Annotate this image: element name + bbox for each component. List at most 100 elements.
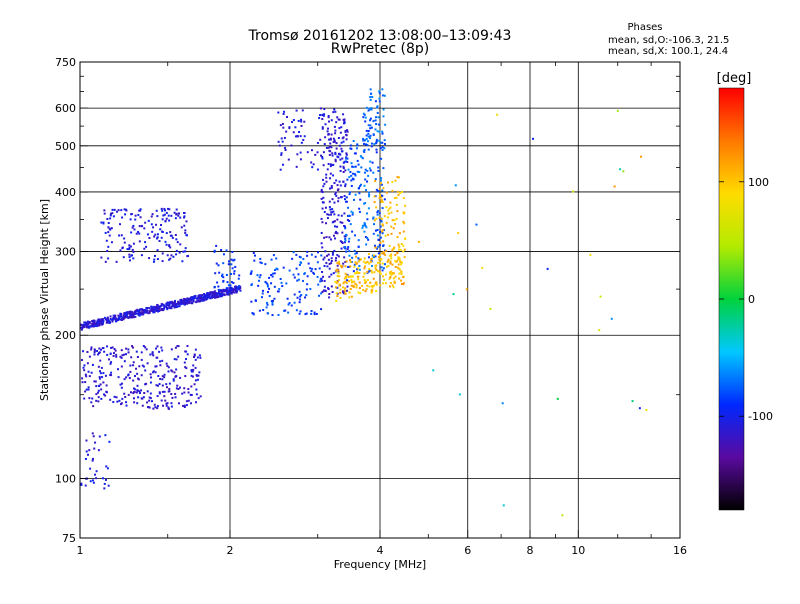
data-point [117,319,120,322]
data-point [349,275,352,278]
data-point [122,318,125,321]
data-point [389,281,392,284]
data-point [356,270,359,273]
data-point [138,365,141,368]
data-point [396,251,399,254]
data-point [163,307,166,310]
y-tick-label: 750 [55,56,76,69]
data-point [389,276,392,279]
data-point [180,302,183,305]
data-point [93,325,96,328]
data-point [298,263,301,266]
data-point [357,163,360,166]
data-point [345,196,348,199]
data-point [284,146,287,149]
data-point [374,267,377,270]
data-point [589,253,592,256]
data-point [368,137,371,140]
data-point [389,254,392,257]
data-point [382,229,385,232]
data-point [91,319,94,322]
data-point [339,297,342,300]
data-point [333,220,336,223]
data-point [323,113,326,116]
data-point [390,257,393,260]
data-point [321,270,324,273]
data-point [148,396,151,399]
data-point [375,206,378,209]
data-point [127,348,130,351]
data-point [384,123,387,126]
data-points [80,88,648,517]
data-point [213,296,216,299]
data-point [130,312,133,315]
data-point [339,169,342,172]
data-point [392,277,395,280]
data-point [198,354,201,357]
data-point [373,201,376,204]
data-point [346,161,349,164]
data-point [99,319,102,322]
data-point [109,217,112,220]
data-point [546,267,549,270]
chart-subtitle: RwPretec (8p) [331,41,429,57]
data-point [366,180,369,183]
data-point [112,314,115,317]
data-point [320,188,323,191]
data-point [112,215,115,218]
data-point [391,248,394,251]
data-point [367,270,370,273]
data-point [197,397,200,400]
data-point [192,364,195,367]
data-point [371,254,374,257]
data-point [362,275,365,278]
y-tick-label: 500 [55,140,76,153]
data-point [174,392,177,395]
data-point [80,323,83,326]
data-point [270,300,273,303]
data-point [179,243,182,246]
data-point [365,129,368,132]
data-point [90,348,93,351]
data-point [98,324,101,327]
data-point [89,480,92,483]
data-point [136,389,139,392]
data-point [481,266,484,269]
data-point [389,262,392,265]
data-point [367,174,370,177]
data-point [358,210,361,213]
data-point [380,200,383,203]
data-point [165,217,168,220]
data-point [353,249,356,252]
data-point [359,258,362,261]
data-point [292,119,295,122]
data-point [381,224,384,227]
data-point [322,185,325,188]
data-point [105,390,108,393]
data-point [302,258,305,261]
data-point [93,447,96,450]
data-point [353,285,356,288]
data-point [338,279,341,282]
data-point [109,315,112,318]
data-point [363,148,366,151]
data-point [344,272,347,275]
data-point [347,206,350,209]
data-point [376,213,379,216]
data-point [310,253,313,256]
data-point [341,137,344,140]
data-point [354,261,357,264]
data-point [164,399,167,402]
data-point [231,251,234,254]
data-point [359,155,362,158]
data-point [237,277,240,280]
data-point [370,92,373,95]
data-point [342,180,345,183]
data-point [119,383,122,386]
data-point [384,282,387,285]
data-point [327,288,330,291]
data-point [187,298,190,301]
data-point [383,278,386,281]
data-point [378,196,381,199]
data-point [335,147,338,150]
